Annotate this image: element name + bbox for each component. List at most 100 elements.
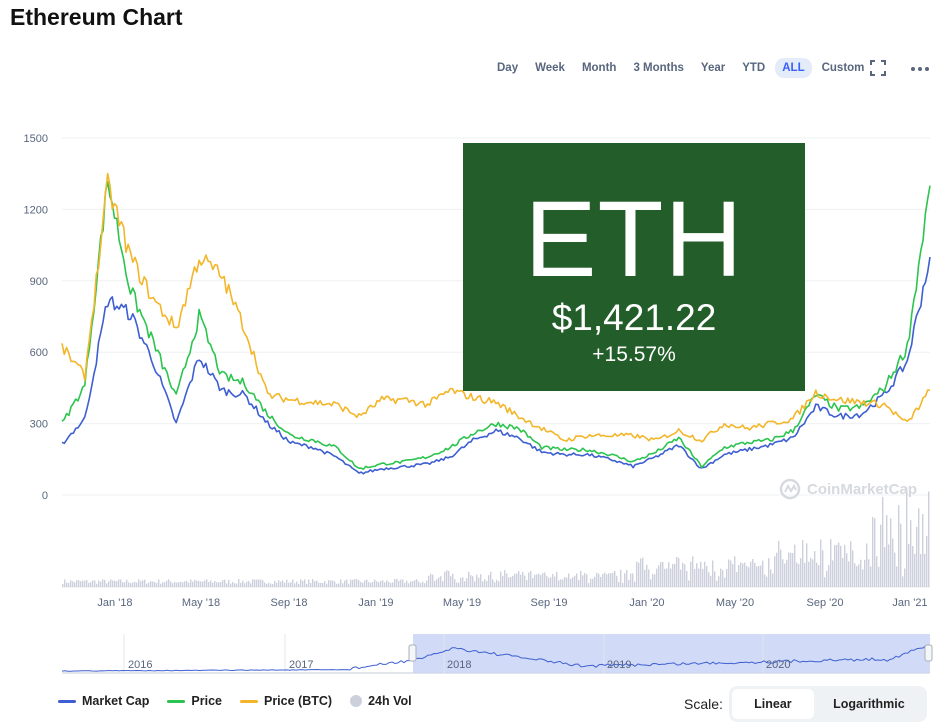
volume-bar	[492, 579, 494, 587]
volume-bar	[132, 582, 134, 587]
volume-bar	[652, 573, 654, 587]
volume-bar	[428, 575, 430, 587]
legend-swatch	[239, 699, 258, 703]
volume-bar	[744, 562, 746, 587]
volume-bar	[828, 565, 830, 587]
range-year-button[interactable]: Year	[700, 62, 726, 74]
legend-market-cap[interactable]: Market Cap	[58, 694, 149, 708]
range-ytd-button[interactable]: YTD	[742, 62, 766, 74]
volume-bar	[184, 581, 186, 587]
volume-bar	[194, 579, 196, 587]
range-day-button[interactable]: Day	[497, 62, 519, 74]
volume-bar	[926, 535, 928, 587]
volume-bar	[210, 580, 212, 587]
volume-bar	[164, 582, 166, 587]
volume-bar	[480, 574, 482, 587]
volume-bar	[374, 579, 376, 587]
volume-bar	[134, 581, 136, 587]
scale-selector: Scale: Linear Logarithmic	[684, 686, 927, 722]
volume-bar	[812, 559, 814, 587]
range-month-button[interactable]: Month	[581, 62, 617, 74]
volume-bar	[138, 579, 140, 587]
y-tick-label: 900	[30, 276, 48, 288]
volume-bar	[784, 563, 786, 587]
range-custom-button[interactable]: Custom	[821, 62, 865, 74]
volume-bar	[918, 508, 920, 587]
volume-bar	[778, 540, 780, 587]
volume-bar	[518, 571, 520, 587]
volume-bar	[584, 573, 586, 587]
volume-bar	[572, 577, 574, 587]
volume-bar	[680, 569, 682, 587]
volume-bar	[548, 577, 550, 587]
volume-bar	[506, 573, 508, 587]
range-3months-button[interactable]: 3 Months	[633, 62, 684, 74]
volume-bar	[150, 581, 152, 587]
volume-bar	[868, 559, 870, 587]
volume-bar	[178, 582, 180, 587]
volume-bar	[84, 580, 86, 587]
volume-bar	[908, 544, 910, 587]
volume-bar	[924, 553, 926, 587]
volume-bar	[450, 576, 452, 587]
volume-bar	[400, 579, 402, 587]
volume-bar	[676, 556, 678, 587]
volume-bar	[822, 550, 824, 587]
volume-bar	[116, 581, 118, 587]
volume-bar	[270, 583, 272, 587]
volume-bar	[644, 569, 646, 587]
volume-bar	[526, 580, 528, 587]
volume-bar	[482, 581, 484, 587]
volume-bar	[574, 575, 576, 587]
volume-bar	[528, 572, 530, 587]
legend-24h-vol[interactable]: 24h Vol	[350, 694, 412, 708]
volume-bar	[408, 583, 410, 587]
scale-logarithmic-button[interactable]: Logarithmic	[833, 697, 905, 711]
volume-bar	[678, 558, 680, 587]
fullscreen-icon[interactable]	[870, 60, 886, 76]
volume-bar	[544, 572, 546, 587]
x-tick-label: Jan '19	[358, 597, 393, 609]
volume-bar	[434, 580, 436, 587]
more-options-icon[interactable]	[910, 66, 930, 72]
volume-bar	[856, 566, 858, 587]
volume-bar	[386, 580, 388, 587]
volume-bar	[276, 582, 278, 587]
volume-bar	[782, 559, 784, 587]
scale-linear-button[interactable]: Linear	[731, 689, 814, 719]
volume-bar	[524, 575, 526, 587]
volume-bar	[126, 579, 128, 587]
volume-bar	[796, 562, 798, 587]
volume-bar	[370, 582, 372, 587]
volume-bar	[118, 579, 120, 587]
volume-bar	[760, 565, 762, 587]
x-tick-label: Sep '19	[531, 597, 568, 609]
volume-bar	[810, 557, 812, 587]
volume-bar	[188, 582, 190, 587]
y-tick-label: 600	[30, 347, 48, 359]
volume-bar	[340, 579, 342, 587]
volume-bar	[104, 579, 106, 587]
legend-price-btc[interactable]: Price (BTC)	[239, 694, 332, 708]
volume-bar	[834, 545, 836, 587]
volume-bar	[64, 579, 66, 587]
volume-bar	[804, 562, 806, 587]
legend-label: 24h Vol	[368, 694, 412, 708]
legend-swatch	[167, 699, 186, 703]
volume-bar	[650, 579, 652, 587]
volume-bar	[222, 580, 224, 587]
scale-label: Scale:	[684, 696, 723, 712]
volume-bar	[710, 575, 712, 587]
range-week-button[interactable]: Week	[535, 62, 565, 74]
volume-bar	[430, 573, 432, 587]
legend-price[interactable]: Price	[167, 694, 222, 708]
range-all-button[interactable]: ALL	[775, 58, 812, 78]
volume-bar	[454, 579, 456, 587]
volume-bar	[462, 577, 464, 587]
volume-bar	[594, 576, 596, 587]
volume-bar	[570, 578, 572, 587]
volume-bar	[716, 580, 718, 587]
x-tick-label: Sep '18	[271, 597, 308, 609]
volume-bar	[376, 581, 378, 587]
volume-bar	[318, 582, 320, 587]
